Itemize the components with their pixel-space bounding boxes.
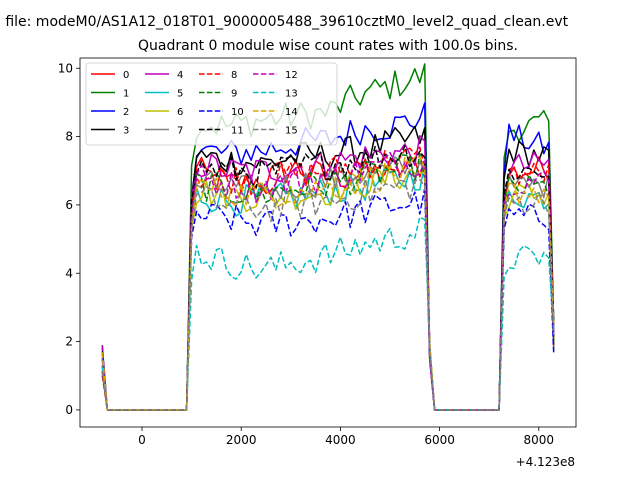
series-line-7	[101, 156, 555, 411]
legend-label-12: 12	[285, 70, 298, 81]
series-line-14	[101, 156, 555, 411]
series-line-0	[101, 155, 555, 411]
series-line-15	[101, 178, 555, 411]
series-line-12	[101, 151, 555, 411]
x-axis-offset-label: +4.123e8	[516, 455, 575, 469]
x-tick-label: 6000	[424, 433, 455, 447]
legend-label-1: 1	[123, 89, 129, 100]
chart-title: Quadrant 0 module wise count rates with …	[138, 38, 518, 54]
legend-label-9: 9	[231, 89, 237, 100]
legend-label-13: 13	[285, 89, 298, 100]
legend-label-3: 3	[123, 126, 129, 137]
series-line-9	[101, 152, 555, 411]
legend-label-15: 15	[285, 126, 298, 137]
series-line-2	[101, 102, 555, 411]
series-line-10	[101, 187, 555, 411]
series-line-13	[101, 216, 555, 411]
legend-label-10: 10	[231, 107, 244, 118]
plot-frame	[79, 57, 577, 428]
chart-suptitle: n file: modeM0/AS1A12_018T01_9000005488_…	[0, 14, 569, 30]
y-tick-label: 2	[65, 335, 73, 349]
series-line-3	[101, 125, 555, 411]
legend-label-4: 4	[177, 70, 183, 81]
legend-label-0: 0	[123, 70, 129, 81]
y-tick-label: 4	[65, 266, 73, 280]
y-tick-label: 6	[65, 198, 73, 212]
series-group	[101, 63, 555, 411]
plot-area: 0 2000 4000 6000 800002468100123456789101112…	[58, 57, 577, 447]
y-tick-label: 10	[58, 61, 73, 75]
legend-label-6: 6	[177, 107, 183, 118]
legend-label-11: 11	[231, 126, 244, 137]
legend-label-2: 2	[123, 107, 129, 118]
x-tick-label: 4000	[325, 433, 356, 447]
x-tick-label: 0	[138, 433, 146, 447]
y-tick-label: 0	[65, 403, 73, 417]
legend-box	[85, 62, 338, 146]
legend-label-14: 14	[285, 107, 298, 118]
x-tick-label: 2000	[226, 433, 257, 447]
x-tick-label: 8000	[524, 433, 555, 447]
legend-label-7: 7	[177, 126, 183, 137]
series-line-5	[101, 162, 555, 411]
legend-label-5: 5	[177, 89, 183, 100]
legend-label-8: 8	[231, 70, 237, 81]
y-tick-label: 8	[65, 130, 73, 144]
